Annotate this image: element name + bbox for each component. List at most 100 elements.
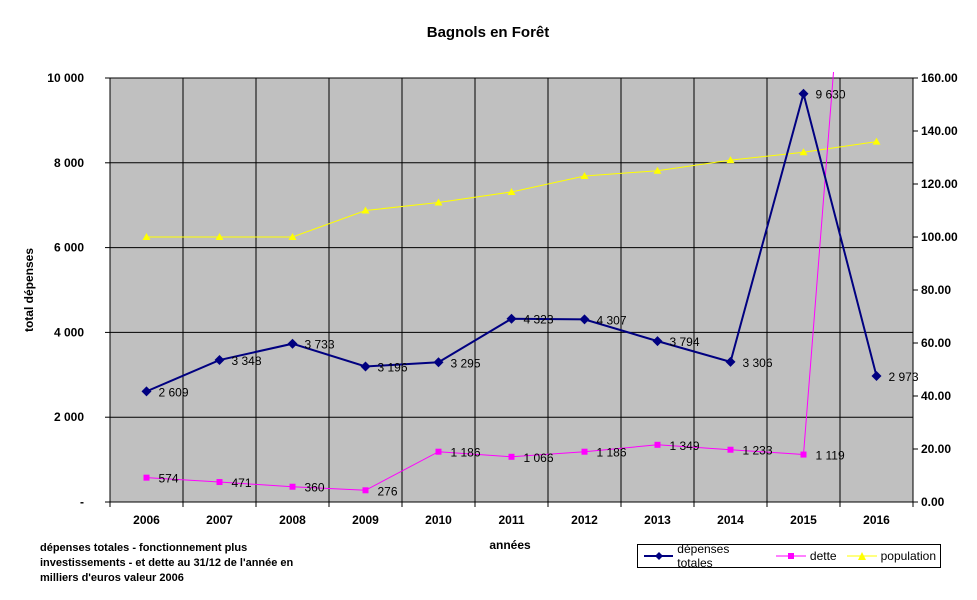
x-tick-label: 2016 <box>863 513 890 527</box>
left-tick-label: 8 000 <box>54 156 84 170</box>
right-tick-label: 140.00 <box>921 124 958 138</box>
data-point <box>289 483 296 490</box>
note-line: milliers d'euros valeur 2006 <box>40 572 184 584</box>
plot-area <box>109 77 914 503</box>
right-tick-label: 80.00 <box>921 283 951 297</box>
data-label: 1 066 <box>524 451 554 465</box>
data-point <box>652 336 663 347</box>
data-label: 4 307 <box>597 313 627 327</box>
right-tick-label: 0.00 <box>921 495 945 509</box>
data-point <box>142 233 151 240</box>
data-point <box>653 166 662 174</box>
legend-label-depenses: dépenses totales <box>677 542 730 570</box>
legend-swatch-depenses <box>644 552 674 560</box>
left-tick-label: 10 000 <box>47 71 84 85</box>
data-point <box>799 148 808 156</box>
data-point <box>800 451 807 458</box>
data-point <box>871 370 882 381</box>
right-tick-label: 40.00 <box>921 389 951 403</box>
data-label: 276 <box>378 484 398 498</box>
x-tick-label: 2008 <box>279 513 306 527</box>
data-point <box>361 206 370 214</box>
chart-note: dépenses totales - fonctionnement plus i… <box>40 541 340 586</box>
data-point <box>141 386 152 397</box>
right-tick-label: 100.00 <box>921 230 958 244</box>
data-point <box>507 187 516 195</box>
data-point <box>435 448 442 455</box>
y-axis-label: total dépenses <box>22 248 36 332</box>
data-label: 3 306 <box>743 356 773 370</box>
data-label: 4 323 <box>524 313 554 327</box>
x-tick-label: 2010 <box>425 513 452 527</box>
right-tick-label: 160.00 <box>921 71 958 85</box>
legend-label-dette: dette <box>809 549 837 563</box>
data-label: 1 233 <box>743 444 773 458</box>
x-tick-label: 2015 <box>790 513 817 527</box>
data-point <box>579 314 590 325</box>
data-point <box>214 355 225 366</box>
data-point <box>580 172 589 180</box>
data-label: 3 196 <box>378 360 408 374</box>
data-label: 3 733 <box>305 338 335 352</box>
data-label: 2 973 <box>889 370 919 384</box>
legend-item-depenses: dépenses totales <box>644 542 766 570</box>
legend: dépenses totales dette population <box>637 542 941 570</box>
legend-swatch-population <box>846 552 877 560</box>
data-label: 3 348 <box>232 354 262 368</box>
data-label: 360 <box>305 481 325 495</box>
data-point <box>360 361 371 372</box>
left-tick-label: 2 000 <box>54 410 84 424</box>
data-point <box>287 338 298 349</box>
data-point <box>506 313 517 324</box>
x-tick-label: 2007 <box>206 513 233 527</box>
data-label: 2 609 <box>159 385 189 399</box>
x-tick-label: 2013 <box>644 513 671 527</box>
series-offscale-line <box>803 71 834 455</box>
data-point <box>434 198 443 206</box>
chart-title: Bagnols en Forêt <box>427 24 550 41</box>
legend-item-dette: dette <box>775 549 837 563</box>
data-point <box>288 233 297 240</box>
data-point <box>654 441 661 448</box>
data-label: 1 186 <box>451 446 481 460</box>
right-tick-label: 20.00 <box>921 442 951 456</box>
data-point <box>508 453 515 460</box>
data-point <box>216 479 223 486</box>
left-tick-label: 4 000 <box>54 325 84 339</box>
data-label: 3 794 <box>670 335 700 349</box>
right-tick-label: 120.00 <box>921 177 958 191</box>
x-tick-label: 2012 <box>571 513 598 527</box>
left-tick-label: 6 000 <box>54 241 84 255</box>
data-label: 1 186 <box>597 446 627 460</box>
note-line: dépenses totales - fonctionnement plus <box>40 542 248 554</box>
right-tick-label: 60.00 <box>921 336 951 350</box>
data-label: 9 630 <box>816 88 846 102</box>
data-label: 1 119 <box>816 449 845 463</box>
data-point <box>726 156 735 164</box>
data-label: 1 349 <box>670 439 700 453</box>
note-line: investissements - et dette au 31/12 de l… <box>40 557 294 569</box>
legend-swatch-dette <box>775 553 806 559</box>
x-axis-label: années <box>489 538 531 552</box>
data-label: 471 <box>232 476 252 490</box>
x-tick-label: 2009 <box>352 513 379 527</box>
legend-label-population: population <box>880 549 936 563</box>
x-tick-label: 2006 <box>133 513 160 527</box>
data-point <box>143 474 150 481</box>
legend-item-population: population <box>846 549 936 563</box>
x-tick-label: 2014 <box>717 513 744 527</box>
data-label: 574 <box>159 472 179 486</box>
data-label: 3 295 <box>451 356 481 370</box>
data-point <box>215 233 224 240</box>
series-line-1 <box>146 444 804 491</box>
data-point <box>433 357 444 368</box>
data-point <box>872 137 881 145</box>
data-point <box>798 88 809 99</box>
data-point <box>581 448 588 455</box>
data-point <box>725 356 736 367</box>
data-point <box>362 487 369 494</box>
x-tick-label: 2011 <box>498 513 524 527</box>
data-point <box>727 446 734 453</box>
left-tick-label: - <box>80 495 84 509</box>
